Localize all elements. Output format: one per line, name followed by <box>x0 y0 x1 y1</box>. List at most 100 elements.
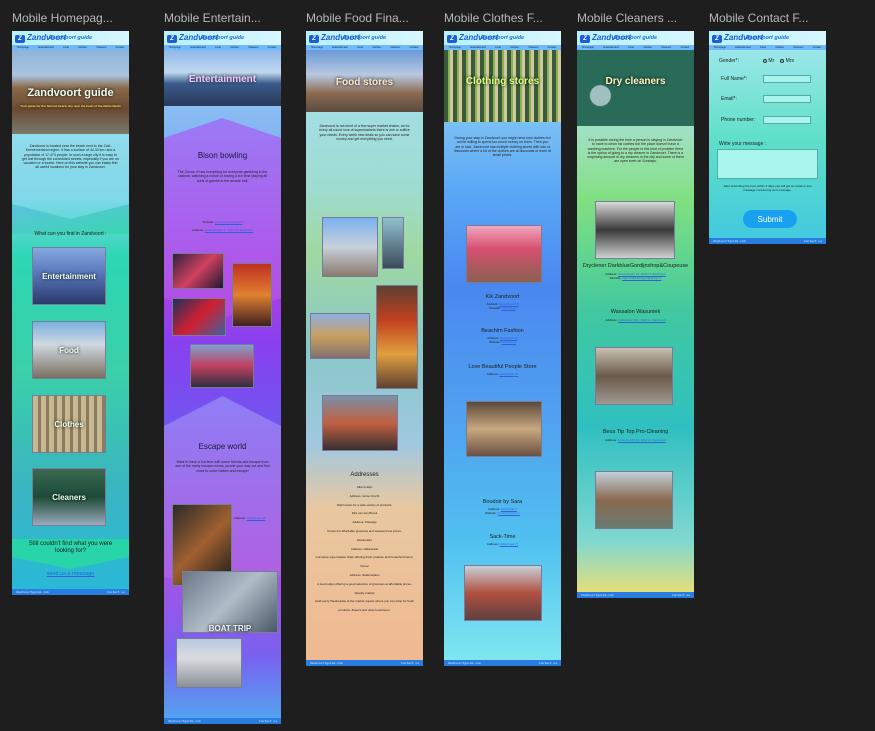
shop-address-link[interactable]: Grote Krocht 18, 2042 LT Zandvoort <box>617 272 666 276</box>
frame-label-food[interactable]: Mobile Food Fina... <box>306 11 409 25</box>
nav-cleaners[interactable]: Cleaners <box>661 46 672 49</box>
card-entertainment[interactable]: Entertainment <box>32 247 106 305</box>
email-label: Email*: <box>721 96 737 102</box>
site-logo[interactable]: Z Zandvoort <box>309 33 360 43</box>
shop-address-link[interactable]: Haltestraat 40A, 2042 LL Zandvoort <box>618 318 666 322</box>
frame-label-cleaners[interactable]: Mobile Cleaners ... <box>577 11 678 25</box>
phone-field[interactable] <box>763 116 811 124</box>
nav-food[interactable]: Food <box>63 46 69 49</box>
cleaners-frame[interactable]: Z Zandvoort Zandvoort guide Homepage Ente… <box>577 31 694 598</box>
footer-contact-link[interactable]: Contact us <box>803 239 822 243</box>
food-frame[interactable]: Z Zandvoort Zandvoort guide Homepage Ente… <box>306 31 423 666</box>
nav-contact[interactable]: Contact <box>812 46 822 49</box>
store-website-link[interactable]: boudoirbysara.nl <box>497 510 520 515</box>
nav-clothes[interactable]: Clothes <box>775 46 784 49</box>
nav-clothes[interactable]: Clothes <box>510 46 519 49</box>
nav-entertainment[interactable]: Entertainment <box>38 46 54 49</box>
store-name: Sack-Time <box>489 534 516 540</box>
nav-contact[interactable]: Contact <box>267 46 277 49</box>
site-logo[interactable]: Z Zandvoort <box>167 33 218 43</box>
footer-contact-link[interactable]: Contact us <box>106 590 125 594</box>
nav-clothes[interactable]: Clothes <box>643 46 652 49</box>
bison-title: Bison bowling <box>197 151 248 160</box>
site-logo[interactable]: Z Zandvoort <box>15 33 66 43</box>
frame-label-contact[interactable]: Mobile Contact F... <box>709 11 809 25</box>
nav-food[interactable]: Food <box>760 46 766 49</box>
frame-label-entertainment[interactable]: Mobile Entertain... <box>164 11 261 25</box>
nav-clothes[interactable]: Clothes <box>78 46 87 49</box>
nav-food[interactable]: Food <box>628 46 634 49</box>
nav-contact[interactable]: Contact <box>115 46 125 49</box>
nav-home[interactable]: Homepage <box>448 46 461 49</box>
site-logo[interactable]: Z Zandvoort <box>712 33 763 43</box>
nav-contact[interactable]: Contact <box>680 46 690 49</box>
submit-button[interactable]: Submit <box>743 210 797 228</box>
nav-cleaners[interactable]: Cleaners <box>96 46 107 49</box>
nav-cleaners[interactable]: Cleaners <box>390 46 401 49</box>
nav-food[interactable]: Food <box>357 46 363 49</box>
nav-home[interactable]: Homepage <box>16 46 29 49</box>
contact-frame[interactable]: Z Zandvoort Zandvoort guide Homepage Ente… <box>709 31 826 244</box>
store-address-link[interactable]: Kerkstraat 4 <box>500 507 517 511</box>
footer-contact-link[interactable]: Contact us <box>538 661 557 665</box>
cleaners-intro: It is possible during the time a person … <box>587 138 684 164</box>
card-cleaners[interactable]: Cleaners <box>32 468 106 526</box>
escape-address-link[interactable]: Haltestraat 45 <box>246 516 266 520</box>
store-address-link[interactable]: Haltestraat 20 <box>499 372 519 376</box>
footer-contact-link[interactable]: Contact us <box>258 719 277 723</box>
nav-clothes[interactable]: Clothes <box>230 46 239 49</box>
nav-home[interactable]: Homepage <box>168 46 181 49</box>
card-clothes[interactable]: Clothes <box>32 395 106 453</box>
nav-food[interactable]: Food <box>215 46 221 49</box>
home-frame[interactable]: Z Zandvoort Zandvoort guide Homepage Ente… <box>12 31 129 595</box>
store-website-link[interactable]: beachim.nl <box>501 339 516 344</box>
send-message-link[interactable]: send us a message <box>46 571 95 577</box>
email-field[interactable] <box>763 95 811 103</box>
nav-home[interactable]: Homepage <box>581 46 594 49</box>
bison-website-link[interactable]: www.bisonbowling.nl <box>214 220 243 224</box>
card-food[interactable]: Food <box>32 321 106 379</box>
nav-food[interactable]: Food <box>495 46 501 49</box>
escape-address-label: Address: <box>234 516 246 520</box>
frame-label-home[interactable]: Mobile Homepag... <box>12 11 113 25</box>
site-logo[interactable]: Z Zandvoort <box>447 33 498 43</box>
store-address-link[interactable]: Kerkstraat 12 <box>499 336 518 340</box>
nav-entertainment[interactable]: Entertainment <box>470 46 486 49</box>
nav-entertainment[interactable]: Entertainment <box>190 46 206 49</box>
shop-website-link[interactable]: https://darkbluegordijnshop.nl <box>622 275 662 280</box>
site-logo[interactable]: Z Zandvoort <box>580 33 631 43</box>
nav-home[interactable]: Homepage <box>713 46 726 49</box>
site-title: Zandvoort guide <box>613 35 658 41</box>
gender-mr-radio[interactable]: Mr <box>763 58 774 64</box>
store-address-link[interactable]: Grote Krocht 8 <box>499 302 519 306</box>
nav-cleaners[interactable]: Cleaners <box>528 46 539 49</box>
nav-contact[interactable]: Contact <box>409 46 419 49</box>
address-entry: Address: Grote Krocht <box>349 493 380 498</box>
store-website-label: Website: <box>489 339 501 344</box>
store-website-link[interactable]: www.kik.nl <box>501 305 516 310</box>
bison-address-link[interactable]: Gasthuisplein 5, 2042 JM Zandvoort <box>204 228 253 232</box>
shop-address-link[interactable]: Grote Krocht 26, 2042 LV Zandvoort <box>617 438 666 442</box>
gender-mrs-radio[interactable]: Mrs <box>780 58 794 64</box>
footer-contact-link[interactable]: Contact us <box>400 661 419 665</box>
bison-text: The Circus. It has everything for everyo… <box>177 170 268 183</box>
message-field[interactable] <box>717 149 818 179</box>
addresses-heading: Addresses <box>350 472 379 478</box>
frame-label-clothes[interactable]: Mobile Clothes F... <box>444 11 543 25</box>
nav-contact[interactable]: Contact <box>547 46 557 49</box>
nav-cleaners[interactable]: Cleaners <box>248 46 259 49</box>
escape-text: Want to have a fun time with some friend… <box>175 460 270 473</box>
nav-entertainment[interactable]: Entertainment <box>735 46 751 49</box>
store-address-link[interactable]: Haltestraat 27 <box>499 542 519 546</box>
full-name-field[interactable] <box>763 75 811 83</box>
card-cleaners-label: Cleaners <box>52 493 86 502</box>
nav-home[interactable]: Homepage <box>310 46 323 49</box>
bison-website-label: Website: <box>202 220 215 224</box>
footer-contact-link[interactable]: Contact us <box>671 593 690 597</box>
nav-clothes[interactable]: Clothes <box>372 46 381 49</box>
nav-entertainment[interactable]: Entertainment <box>603 46 619 49</box>
clothes-frame[interactable]: Z Zandvoort Zandvoort guide Homepage Ente… <box>444 31 561 666</box>
nav-cleaners[interactable]: Cleaners <box>793 46 804 49</box>
entertainment-frame[interactable]: Z Zandvoort Zandvoort guide Homepage Ente… <box>164 31 281 724</box>
nav-entertainment[interactable]: Entertainment <box>332 46 348 49</box>
